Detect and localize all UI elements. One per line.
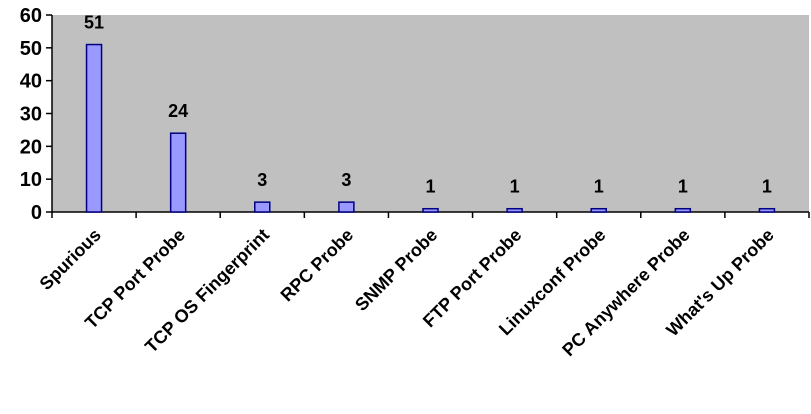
category-label: Spurious	[36, 225, 105, 294]
bar	[422, 207, 439, 213]
data-label: 1	[762, 177, 772, 197]
y-tick-label: 10	[20, 169, 42, 191]
bar	[674, 207, 692, 213]
category-label: RPC Probe	[277, 225, 358, 306]
data-label: 3	[341, 170, 351, 190]
data-label: 3	[257, 170, 267, 190]
y-tick-label: 50	[20, 38, 42, 60]
y-tick-label: 40	[20, 71, 42, 93]
data-label: 51	[84, 13, 104, 33]
bar	[85, 43, 103, 213]
bar	[254, 201, 271, 213]
y-tick-label: 60	[20, 5, 42, 27]
bar	[590, 207, 607, 213]
category-label: SNMP Probe	[351, 225, 441, 315]
data-label: 1	[678, 177, 688, 197]
bars	[85, 43, 776, 213]
x-axis	[51, 211, 810, 218]
bar	[338, 201, 355, 213]
data-label: 1	[425, 177, 435, 197]
y-tick-label: 20	[20, 136, 42, 158]
data-label: 1	[594, 177, 604, 197]
data-label: 24	[168, 101, 188, 121]
y-tick-label: 0	[31, 202, 42, 224]
bar	[506, 207, 523, 213]
data-labels: 51 24 3 3 1 1 1 1 1	[84, 13, 772, 197]
data-label: 1	[510, 177, 520, 197]
y-tick-label: 30	[20, 104, 42, 126]
bar	[169, 132, 187, 213]
y-axis: 0 10 20 30 40 50 60	[20, 5, 53, 224]
bar	[758, 207, 776, 213]
